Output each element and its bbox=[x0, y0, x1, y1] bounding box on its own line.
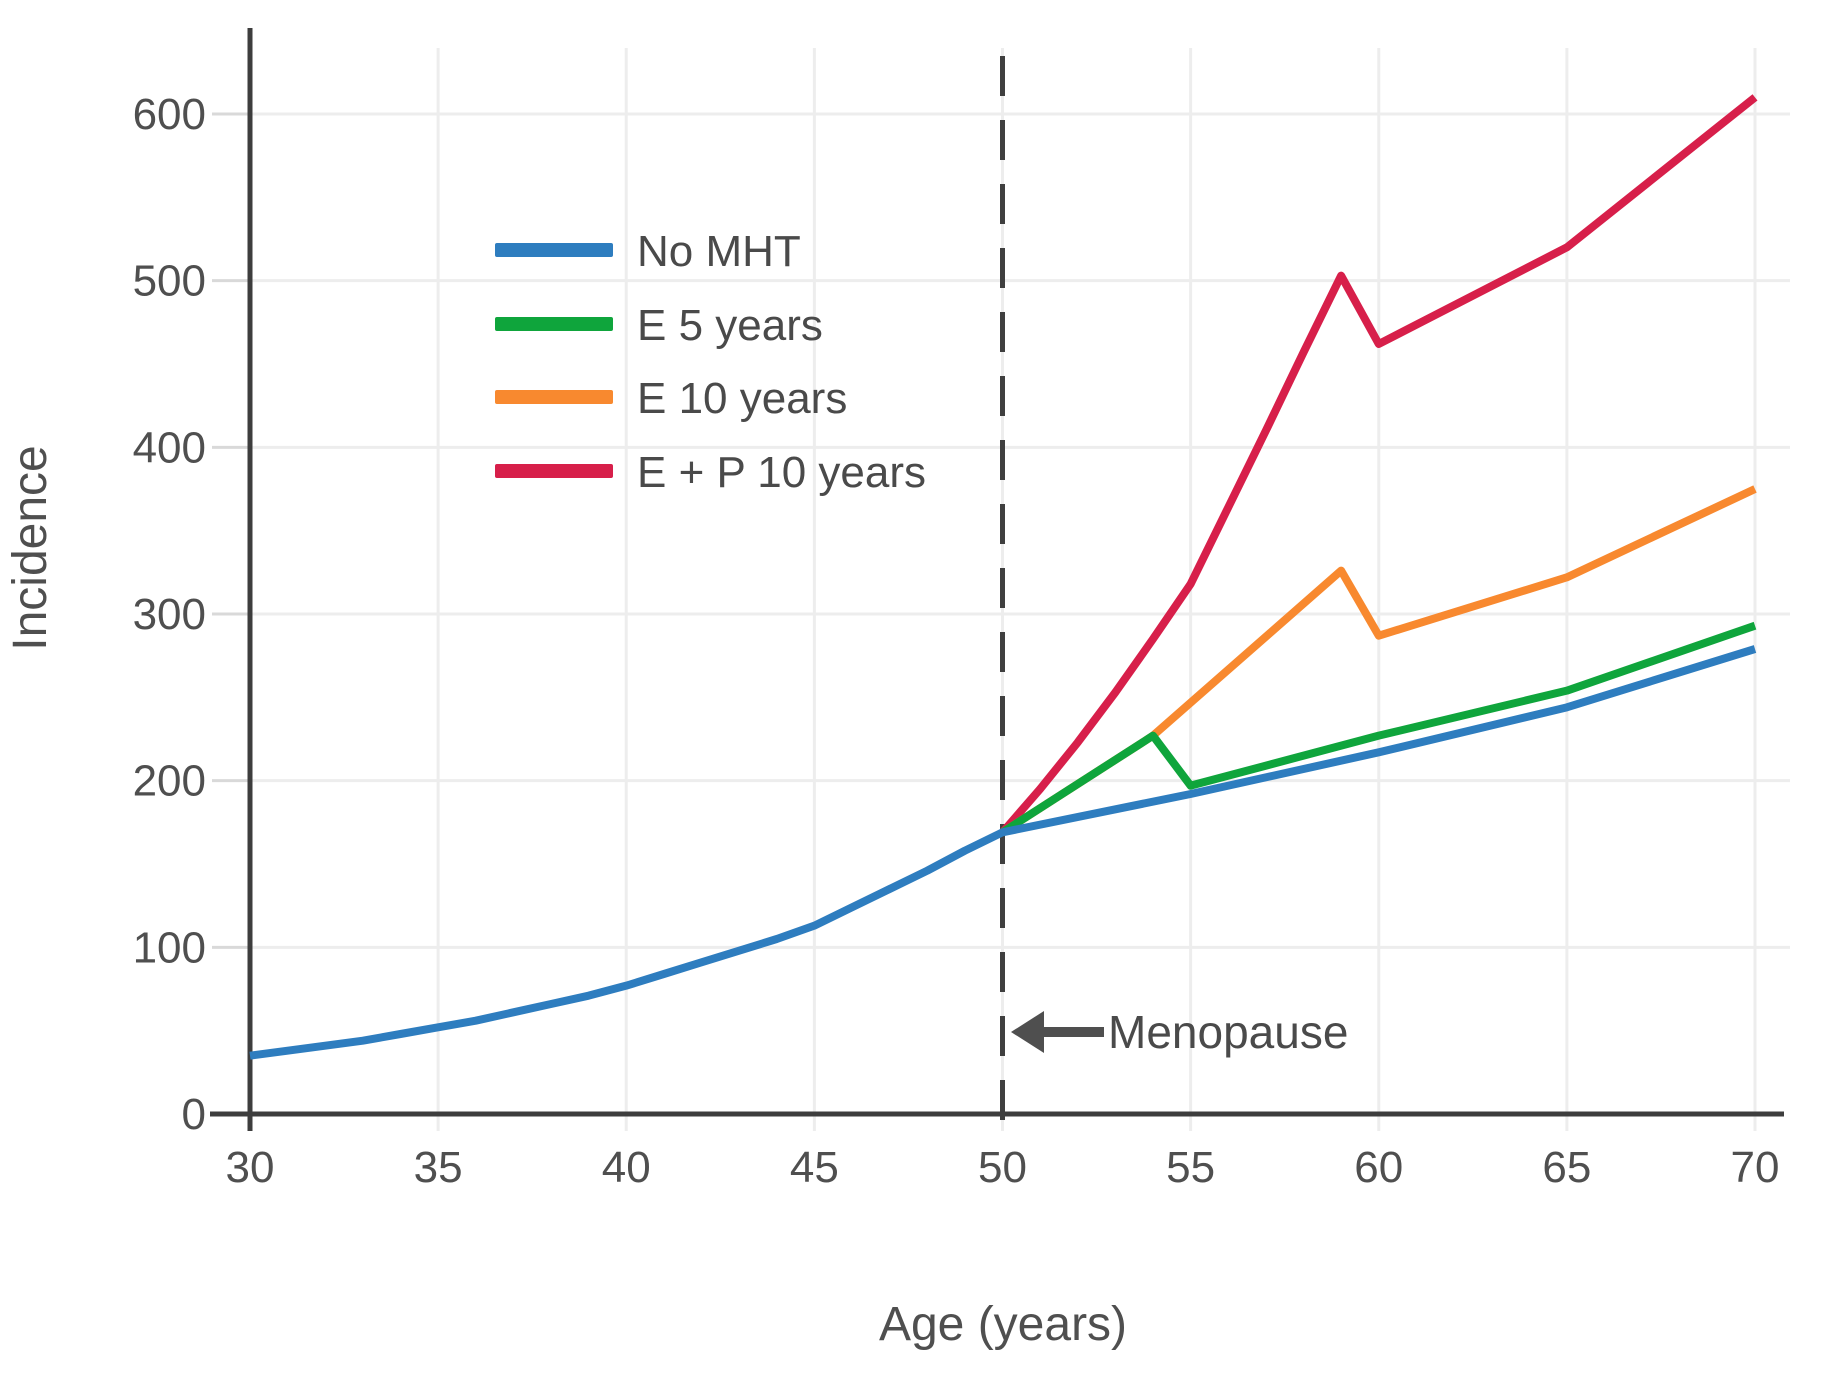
y-tick-label: 400 bbox=[133, 423, 206, 472]
x-tick-label: 55 bbox=[1166, 1143, 1215, 1192]
legend-label: No MHT bbox=[637, 227, 801, 276]
y-tick-label: 0 bbox=[182, 1090, 206, 1139]
x-axis-title: Age (years) bbox=[879, 1298, 1127, 1351]
legend-item: E + P 10 years bbox=[495, 448, 926, 497]
x-tick-label: 65 bbox=[1542, 1143, 1591, 1192]
x-tick-label: 35 bbox=[414, 1143, 463, 1192]
legend-label: E 10 years bbox=[637, 374, 847, 423]
series-line-e-p-10-years bbox=[999, 94, 1758, 835]
series-line-e-5-years bbox=[1000, 621, 1757, 836]
gridlines bbox=[250, 48, 1790, 1131]
x-tick-label: 40 bbox=[602, 1143, 651, 1192]
legend-swatch bbox=[495, 243, 613, 257]
arrow-shaft bbox=[1040, 1027, 1104, 1037]
y-axis-title: Incidence bbox=[4, 445, 57, 650]
legend-item: No MHT bbox=[495, 227, 801, 276]
axes bbox=[210, 28, 1784, 1131]
legend-item: E 10 years bbox=[495, 374, 847, 423]
legend-swatch bbox=[495, 390, 613, 404]
legend-swatch bbox=[495, 317, 613, 331]
series-line-no-mht bbox=[249, 645, 1757, 1060]
x-tick-label: 45 bbox=[790, 1143, 839, 1192]
x-tick-label: 70 bbox=[1731, 1143, 1780, 1192]
y-tick-label: 500 bbox=[133, 257, 206, 306]
legend-label: E 5 years bbox=[637, 301, 823, 350]
legend-swatch bbox=[495, 464, 613, 478]
tick-labels: 0 100 200 300 400 500 600 30 35 40 45 50 55 60 65 70 bbox=[133, 90, 1780, 1192]
left-arrow-icon bbox=[1011, 1011, 1044, 1053]
legend-item: E 5 years bbox=[495, 301, 823, 350]
y-tick-label: 100 bbox=[133, 923, 206, 972]
data-series bbox=[249, 94, 1758, 1060]
x-tick-label: 30 bbox=[226, 1143, 275, 1192]
y-tick-label: 300 bbox=[133, 590, 206, 639]
menopause-annotation: Menopause bbox=[1011, 1006, 1348, 1058]
legend: No MHT E 5 years E 10 years E + P 10 years bbox=[495, 227, 926, 497]
x-tick-label: 60 bbox=[1354, 1143, 1403, 1192]
y-tick-label: 600 bbox=[133, 90, 206, 139]
menopause-label: Menopause bbox=[1108, 1006, 1348, 1058]
x-tick-label: 50 bbox=[978, 1143, 1027, 1192]
legend-label: E + P 10 years bbox=[637, 448, 926, 497]
y-tick-label: 200 bbox=[133, 757, 206, 806]
